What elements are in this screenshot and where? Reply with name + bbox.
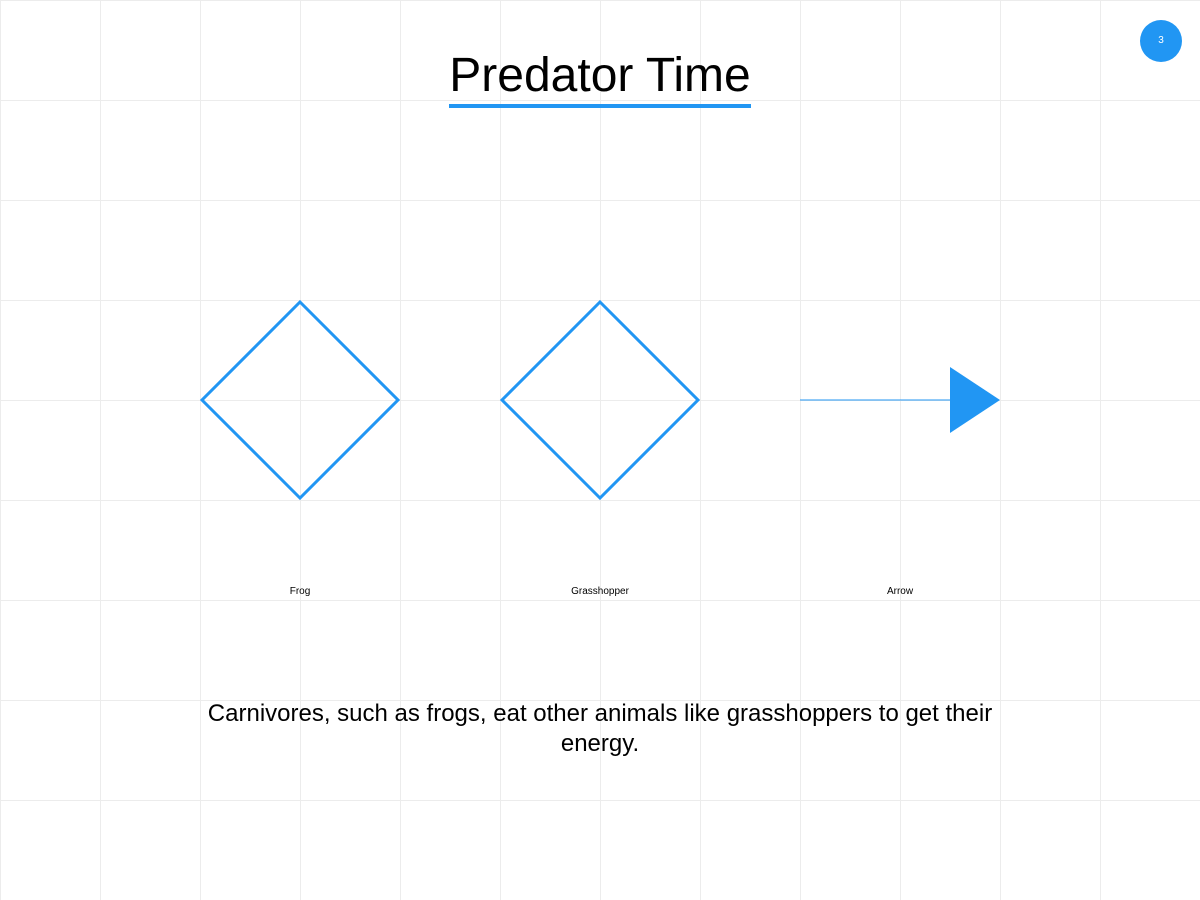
frog-label: Frog	[289, 586, 311, 597]
grasshopper-label: Grasshopper	[571, 586, 629, 597]
slide-title: Predator Time	[0, 48, 1200, 108]
page-number-badge: 3	[1140, 20, 1182, 62]
grasshopper-diamond	[499, 299, 701, 501]
arrow-label: Arrow	[886, 586, 914, 597]
slide-title-text: Predator Time	[449, 48, 751, 108]
slide-caption: Carnivores, such as frogs, eat other ani…	[207, 700, 993, 757]
arrow-shape	[800, 367, 1000, 433]
frog-diamond	[199, 299, 401, 501]
arrow-head-icon	[950, 367, 1000, 433]
